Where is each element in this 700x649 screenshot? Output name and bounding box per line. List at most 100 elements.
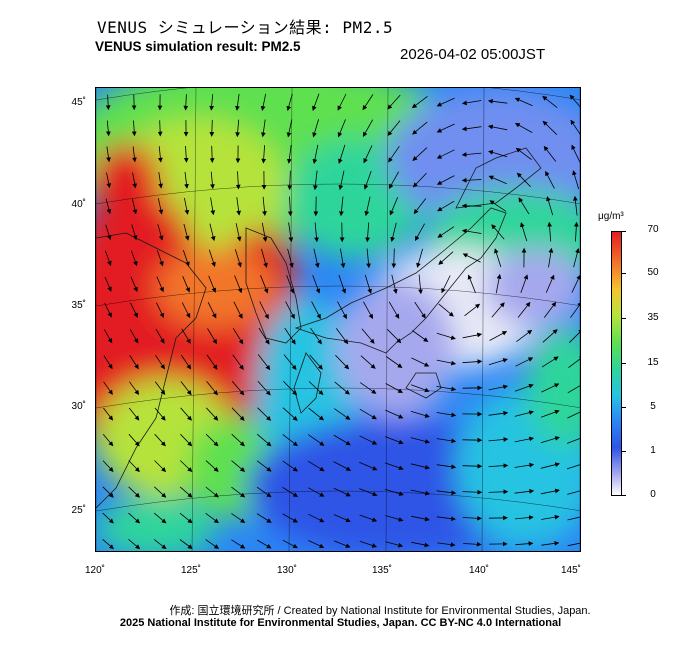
wind-arrow	[338, 274, 347, 294]
wind-arrow	[359, 408, 377, 420]
colorbar-label-70: 70	[647, 224, 659, 235]
wind-arrow	[104, 302, 112, 318]
wind-arrow	[391, 248, 397, 269]
wind-arrow	[257, 380, 271, 396]
colorbar-tick	[621, 407, 626, 408]
wind-arrow	[338, 170, 345, 191]
wind-arrow	[128, 538, 141, 550]
wind-arrow	[257, 354, 271, 371]
wind-arrow	[129, 329, 139, 344]
wind-arrow	[411, 95, 428, 109]
wind-arrow	[388, 301, 400, 319]
wind-arrow	[418, 274, 423, 295]
wind-arrow	[359, 514, 378, 522]
wind-arrow	[567, 516, 580, 521]
wind-arrow	[462, 332, 483, 339]
wind-arrow	[106, 146, 111, 163]
wind-arrow	[335, 354, 350, 370]
wind-arrow	[385, 541, 404, 548]
wind-arrow	[515, 541, 534, 547]
wind-arrow	[102, 538, 115, 550]
lat-label-35: 35˚	[71, 300, 86, 311]
wind-arrow	[436, 516, 456, 522]
wind-arrow	[437, 200, 455, 212]
wind-arrow	[154, 460, 167, 473]
wind-arrow	[567, 382, 580, 394]
wind-arrow	[130, 250, 138, 267]
wind-arrow	[337, 119, 346, 138]
wind-arrow	[256, 460, 272, 472]
wind-arrow	[231, 433, 245, 447]
wind-arrow	[541, 540, 560, 546]
wind-arrow	[130, 302, 138, 318]
wind-arrow	[436, 175, 455, 185]
wind-arrow	[231, 460, 246, 472]
wind-arrow	[463, 541, 482, 547]
wind-arrow	[234, 249, 242, 268]
wind-arrow	[360, 355, 376, 369]
wind-arrow	[488, 358, 508, 366]
wind-arrow	[209, 119, 215, 137]
wind-arrow	[257, 407, 272, 421]
wind-arrow	[334, 381, 350, 395]
wind-arrow	[313, 248, 320, 269]
wind-arrow	[105, 94, 111, 111]
wind-arrow	[183, 145, 189, 163]
wind-arrow	[387, 329, 402, 344]
wind-arrow	[385, 383, 404, 393]
wind-arrow	[339, 196, 344, 217]
wind-arrow	[515, 357, 534, 367]
wind-arrow	[359, 488, 378, 497]
wind-arrow	[102, 434, 114, 447]
wind-arrow	[102, 486, 114, 498]
wind-arrow	[362, 119, 374, 137]
wind-arrow	[156, 250, 164, 267]
wind-arrow	[567, 409, 580, 419]
wind-arrow	[207, 302, 217, 319]
wind-arrow	[461, 152, 482, 157]
wind-arrow	[312, 274, 321, 294]
wind-arrow	[572, 195, 578, 216]
colorbar-tick	[621, 495, 626, 496]
colorbar-label-50: 50	[647, 267, 659, 278]
lon-label-120: 120˚	[84, 565, 105, 576]
wind-arrow	[179, 512, 193, 524]
wind-arrow	[462, 253, 481, 263]
wind-arrow	[132, 172, 138, 189]
wind-arrow	[231, 486, 246, 498]
wind-arrow	[338, 144, 346, 164]
wind-arrow	[436, 359, 457, 366]
wind-arrow	[256, 486, 272, 498]
wind-arrow	[363, 301, 373, 319]
wind-arrow	[488, 150, 508, 158]
wind-arrow	[287, 248, 294, 268]
wind-arrow	[415, 223, 425, 241]
wind-arrow	[365, 222, 370, 243]
wind-arrow	[337, 301, 347, 320]
wind-arrow	[411, 357, 430, 367]
wind-arrow	[102, 512, 114, 524]
wind-arrow	[131, 198, 138, 215]
wind-arrow	[488, 175, 507, 185]
wind-arrow	[179, 486, 193, 498]
wind-arrow	[105, 120, 111, 137]
wind-arrow	[234, 275, 243, 294]
wind-arrow	[232, 354, 244, 370]
wind-arrow	[310, 327, 322, 345]
wind-arrow	[388, 171, 400, 189]
wind-arrow	[308, 540, 325, 549]
wind-arrow	[385, 409, 404, 419]
wind-arrow	[540, 488, 560, 495]
wind-arrow	[573, 248, 580, 268]
wind-arrow	[153, 512, 167, 524]
wind-arrow	[308, 381, 324, 396]
wind-arrow	[156, 302, 164, 319]
wind-arrow	[567, 490, 580, 495]
wind-arrow	[106, 172, 112, 189]
wind-arrow	[260, 275, 269, 294]
wind-arrow	[180, 407, 192, 421]
wind-arrow	[516, 172, 531, 188]
wind-arrow	[209, 223, 216, 242]
wind-arrow	[154, 486, 167, 498]
wind-arrow	[514, 97, 533, 107]
